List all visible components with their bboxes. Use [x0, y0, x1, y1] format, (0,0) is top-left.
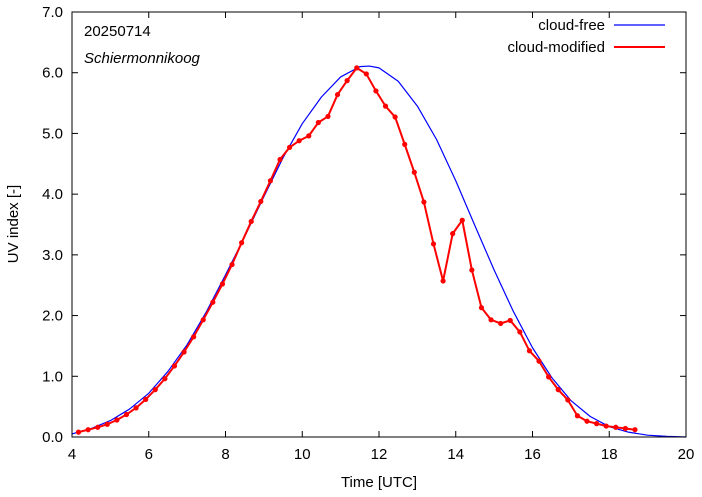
x-axis-title: Time [UTC]	[341, 474, 417, 491]
data-point-cloud-modified	[277, 156, 283, 163]
data-point-cloud-modified	[248, 218, 254, 225]
data-point-cloud-modified	[210, 299, 216, 305]
data-point-cloud-modified	[392, 114, 398, 120]
data-point-cloud-modified	[191, 334, 197, 340]
data-point-cloud-modified	[325, 113, 331, 120]
legend: cloud-free cloud-modified	[507, 17, 665, 56]
data-point-cloud-modified	[603, 423, 609, 429]
plot-area	[72, 12, 686, 437]
y-tick-label: 5.0	[42, 125, 63, 142]
data-point-cloud-modified	[181, 349, 187, 355]
data-point-cloud-modified	[152, 387, 158, 393]
data-point-cloud-modified	[162, 376, 168, 382]
data-point-cloud-modified	[171, 363, 178, 369]
data-point-cloud-modified	[239, 240, 245, 246]
data-point-cloud-modified	[555, 387, 561, 393]
data-point-cloud-modified	[622, 425, 628, 432]
y-tick-label: 1.0	[42, 368, 63, 385]
data-point-cloud-modified	[613, 424, 619, 430]
data-point-cloud-modified	[354, 65, 360, 71]
data-point-cloud-modified	[363, 71, 369, 77]
data-point-cloud-modified	[104, 421, 110, 427]
data-point-cloud-modified	[219, 281, 226, 287]
data-point-cloud-modified	[334, 91, 341, 98]
x-tick-label: 18	[601, 446, 618, 463]
data-point-cloud-modified	[450, 231, 456, 237]
data-point-cloud-modified	[584, 418, 590, 424]
data-point-cloud-modified	[593, 421, 600, 427]
data-point-cloud-modified	[95, 424, 101, 430]
data-point-cloud-modified	[373, 88, 379, 94]
data-point-cloud-modified	[306, 133, 312, 139]
y-tick-label: 2.0	[42, 308, 63, 325]
data-point-cloud-modified	[315, 119, 321, 126]
y-tick-label: 6.0	[42, 65, 63, 82]
y-tick-label: 4.0	[42, 186, 63, 203]
data-point-cloud-modified	[507, 317, 513, 324]
x-tick-label: 16	[524, 446, 541, 463]
data-point-cloud-modified	[488, 317, 494, 323]
data-point-cloud-modified	[526, 348, 533, 354]
data-point-cloud-modified	[478, 305, 485, 311]
data-point-cloud-modified	[114, 417, 120, 423]
data-point-cloud-modified	[286, 144, 293, 150]
data-point-cloud-modified	[469, 267, 475, 273]
y-tick-label: 7.0	[42, 4, 63, 21]
x-tick-label: 14	[447, 446, 464, 463]
data-point-cloud-modified	[296, 138, 302, 144]
data-point-cloud-modified	[430, 241, 437, 247]
data-point-cloud-modified	[402, 141, 408, 147]
x-tick-label: 4	[68, 446, 76, 463]
series-line-cloud-free	[71, 65, 687, 438]
x-tick-label: 20	[678, 446, 695, 463]
y-tick-label: 3.0	[42, 247, 63, 264]
data-point-cloud-modified	[517, 329, 523, 335]
x-tick-label: 10	[294, 446, 311, 463]
data-point-cloud-modified	[200, 317, 206, 323]
data-point-cloud-modified	[258, 198, 264, 205]
data-point-cloud-modified	[574, 413, 580, 419]
x-tick-label: 8	[221, 446, 229, 463]
data-point-cloud-modified	[229, 261, 235, 268]
data-point-cloud-modified	[459, 217, 465, 223]
legend-label-cloud-modified: cloud-modified	[507, 39, 605, 56]
x-tick-label: 6	[145, 446, 153, 463]
data-point-cloud-modified	[632, 427, 638, 433]
data-point-cloud-modified	[382, 103, 389, 109]
location-annotation: Schiermonnikoog	[84, 50, 201, 67]
data-point-cloud-modified	[411, 169, 417, 175]
data-point-cloud-modified	[267, 178, 273, 184]
data-point-cloud-modified	[546, 374, 552, 380]
y-axis-title: UV index [-]	[5, 185, 22, 263]
date-annotation: 20250714	[84, 23, 151, 40]
data-point-cloud-modified	[536, 358, 542, 364]
data-point-cloud-modified	[440, 278, 446, 284]
data-point-cloud-modified	[498, 320, 504, 327]
data-point-cloud-modified	[85, 427, 91, 433]
data-point-cloud-modified	[123, 411, 130, 418]
x-tick-label: 12	[371, 446, 388, 463]
data-point-cloud-modified	[75, 429, 82, 435]
data-point-cloud-modified	[344, 78, 350, 84]
series-group	[71, 65, 687, 438]
data-point-cloud-modified	[133, 405, 139, 411]
y-tick-label: 0.0	[42, 429, 63, 446]
data-point-cloud-modified	[565, 397, 571, 403]
tick-group: 4 6 8 10 12 14 16 18 20 0.0 1.0 2.0 3.0 4.0 5.0 6.0 7.0	[42, 4, 694, 463]
legend-label-cloud-free: cloud-free	[538, 17, 605, 34]
data-point-cloud-modified	[143, 396, 149, 402]
data-point-cloud-modified	[421, 199, 427, 205]
